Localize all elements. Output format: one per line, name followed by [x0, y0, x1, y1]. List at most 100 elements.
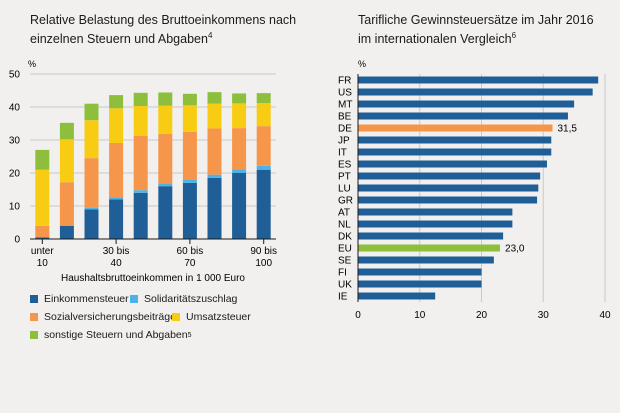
bar-segment	[59, 225, 74, 226]
bar-segment	[207, 177, 222, 239]
x-axis-title: Haushaltsbruttoeinkommen in 1 000 Euro	[61, 273, 245, 284]
bar	[358, 220, 513, 228]
bar-segment	[35, 169, 50, 226]
bar	[358, 88, 593, 96]
legend-label: Sozialversicherungsbeiträge	[44, 311, 176, 323]
right-chart-title-line-2-text: im internationalen Vergleich	[358, 32, 512, 46]
bar-segment	[84, 158, 99, 208]
bar-segment	[232, 173, 247, 239]
legend-item: Solidaritätszuschlag	[130, 293, 237, 305]
bar	[358, 196, 538, 204]
left-chart-title-line-2-text: einzelnen Steuern und Abgaben	[30, 32, 208, 46]
bar-segment	[232, 128, 247, 170]
category-label: PT	[338, 172, 351, 183]
bar-segment	[256, 169, 271, 239]
category-label: IE	[338, 292, 348, 303]
bar-segment	[256, 126, 271, 166]
bar-segment	[109, 108, 124, 143]
legend-swatch	[172, 313, 180, 321]
legend-swatch	[130, 295, 138, 303]
bar-segment	[182, 179, 197, 183]
bar-segment	[207, 92, 222, 104]
data-label: 23,0	[505, 244, 525, 255]
left-chart-title: Relative Belastung des Bruttoeinkommens …	[30, 12, 296, 47]
y-tick-label: 10	[9, 202, 21, 213]
y-tick-label: 20	[9, 169, 21, 180]
bar-segment	[182, 105, 197, 132]
left-chart-title-line-1: Relative Belastung des Bruttoeinkommens …	[30, 13, 297, 27]
category-label: NL	[338, 220, 351, 231]
category-label: AT	[338, 208, 350, 219]
bar	[358, 76, 599, 84]
bar	[358, 124, 553, 132]
bar-segment	[59, 182, 74, 226]
category-label: MT	[338, 100, 352, 111]
bar	[358, 172, 541, 180]
bar	[358, 112, 568, 120]
right-chart-title: Tarifliche Gewinnsteuersätze im Jahr 201…	[358, 12, 594, 47]
x-tick-label: 30	[538, 310, 550, 321]
y-tick-label: 40	[9, 103, 21, 114]
category-label: ES	[338, 160, 352, 171]
legend-footnote: 5	[187, 331, 192, 339]
bar-segment	[158, 105, 173, 134]
category-label: JP	[338, 136, 350, 147]
category-label: FI	[338, 268, 347, 279]
bar-segment	[109, 197, 124, 200]
x-tick-label: 90 bis	[250, 246, 277, 257]
bar-segment	[84, 209, 99, 239]
category-label: DE	[338, 124, 352, 135]
y-tick-label: 30	[9, 136, 21, 147]
bar-segment	[59, 225, 74, 239]
bar-segment	[232, 103, 247, 129]
bar	[358, 292, 436, 300]
bar	[358, 184, 539, 192]
category-label: FR	[338, 76, 351, 87]
bar-segment	[133, 192, 148, 239]
x-tick-label: 10	[37, 258, 49, 269]
x-tick-label: 0	[355, 310, 361, 321]
bar-segment	[182, 182, 197, 239]
bar-segment	[35, 237, 50, 239]
legend-swatch	[30, 331, 38, 339]
bar-segment	[232, 93, 247, 104]
left-chart-title-line-2: einzelnen Steuern und Abgaben4	[30, 28, 296, 47]
bar-segment	[158, 133, 173, 184]
bar	[358, 232, 504, 240]
legend-label: Einkommensteuer	[44, 293, 129, 305]
right-chart-title-line-2: im internationalen Vergleich6	[358, 28, 594, 47]
legend-label: sonstige Steuern und Abgaben	[44, 329, 188, 341]
bar-segment	[109, 95, 124, 109]
bar-segment	[158, 186, 173, 239]
bar-segment	[133, 190, 148, 193]
bar-segment	[256, 103, 271, 127]
bar-segment	[133, 135, 148, 191]
bar-segment	[207, 174, 222, 178]
category-label: LU	[338, 184, 351, 195]
legend-swatch	[30, 295, 38, 303]
y-unit-label: %	[28, 59, 36, 69]
bar-segment	[109, 199, 124, 239]
category-label: GR	[338, 196, 353, 207]
legend-label: Umsatzsteuer	[186, 311, 251, 323]
bar	[358, 148, 552, 156]
x-tick-label: 20	[476, 310, 488, 321]
bar-segment	[207, 128, 222, 175]
bar-segment	[182, 131, 197, 180]
legend-item: Einkommensteuer	[30, 293, 129, 305]
bar-segment	[256, 165, 271, 170]
legend-swatch	[30, 313, 38, 321]
legend-label: Solidaritätszuschlag	[144, 293, 238, 305]
bar-segment	[158, 183, 173, 187]
bar	[358, 268, 482, 276]
x-tick-label: 10	[414, 310, 426, 321]
category-label: UK	[338, 280, 352, 291]
x-tick-label: unter	[31, 246, 54, 257]
bar	[358, 208, 513, 216]
bar-segment	[158, 92, 173, 106]
x-tick-label: 70	[184, 258, 196, 269]
bar-segment	[232, 169, 247, 173]
category-label: SE	[338, 256, 352, 267]
